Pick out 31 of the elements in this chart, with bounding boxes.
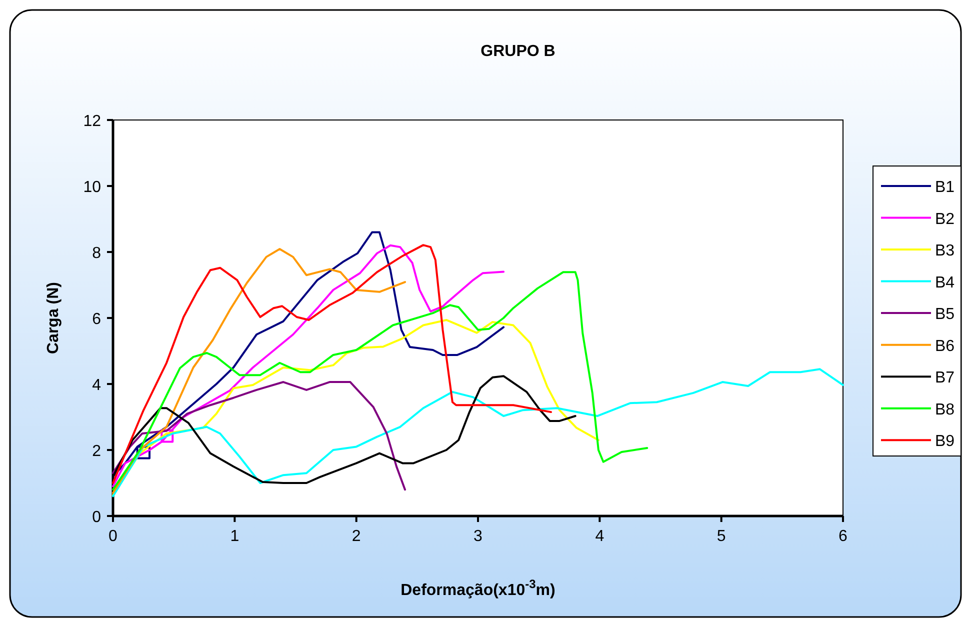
y-tick-label: 8 xyxy=(92,245,102,262)
legend-label: B4 xyxy=(935,274,955,292)
x-tick-label: 1 xyxy=(230,528,240,545)
line-series xyxy=(112,368,844,498)
x-tick-label: 4 xyxy=(595,528,604,545)
y-tick-label: 0 xyxy=(92,509,102,526)
line-series xyxy=(112,381,406,491)
y-tick-label: 4 xyxy=(92,377,102,394)
x-tick-label: 6 xyxy=(838,528,848,545)
x-tick-label: 2 xyxy=(352,528,361,545)
legend-label: B9 xyxy=(935,433,955,450)
line-series xyxy=(112,248,406,494)
line-series xyxy=(112,318,600,496)
x-tick-label: 3 xyxy=(474,528,483,545)
legend-label: B6 xyxy=(935,338,955,355)
x-tick-label: 5 xyxy=(716,528,726,545)
line-series xyxy=(112,271,648,491)
y-tick-label: 2 xyxy=(92,443,102,460)
x-axis-title: Deformação(x10$^{-3}$m) xyxy=(400,577,556,599)
y-tick-label: 6 xyxy=(92,311,102,328)
legend-label: B5 xyxy=(935,306,955,324)
legend-label: B1 xyxy=(935,179,955,196)
legend-label: B7 xyxy=(935,370,955,387)
y-tick-label: 12 xyxy=(83,113,102,130)
legend-label: B2 xyxy=(935,210,955,228)
y-tick-label: 10 xyxy=(83,179,102,196)
legend-label: B8 xyxy=(935,401,955,418)
chart-title: GRUPO B xyxy=(480,43,556,60)
legend-label: B3 xyxy=(935,242,955,260)
y-axis-title: Carga (N) xyxy=(45,282,62,354)
x-tick-label: 0 xyxy=(108,528,118,545)
